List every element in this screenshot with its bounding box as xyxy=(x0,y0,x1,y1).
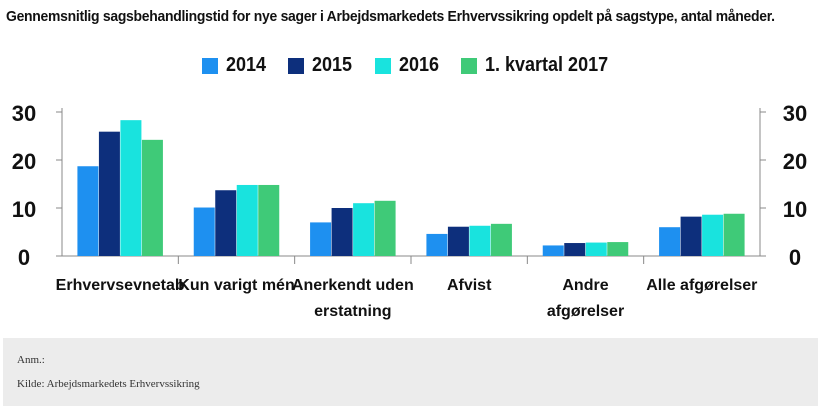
bar xyxy=(564,243,586,256)
y-tick-label-left: 30 xyxy=(12,101,36,126)
bar xyxy=(215,190,237,256)
bar xyxy=(447,226,469,256)
bar xyxy=(98,131,120,256)
chart-legend: 2014 2015 2016 1. kvartal 2017 xyxy=(0,54,824,77)
bar xyxy=(331,208,353,256)
y-tick-label-right: 30 xyxy=(783,101,807,126)
bar xyxy=(680,216,702,256)
x-category-label: Andre xyxy=(562,277,608,294)
footer-note-box: Anm.: Kilde: Arbejdsmarkedets Erhvervssi… xyxy=(3,338,818,406)
x-category-label: erstatning xyxy=(314,303,391,320)
bar xyxy=(353,203,375,256)
legend-label-2017q1: 1. kvartal 2017 xyxy=(485,54,609,76)
bar xyxy=(374,200,396,256)
y-tick-label-left: 0 xyxy=(18,245,30,270)
legend-item-2014: 2014 xyxy=(201,54,271,77)
y-tick-label-left: 10 xyxy=(12,197,36,222)
bar xyxy=(723,213,745,256)
bar xyxy=(469,225,491,256)
footer-source: Kilde: Arbejdsmarkedets Erhvervssikring xyxy=(17,378,200,390)
bar xyxy=(702,214,724,256)
x-category-label: Kun varigt mén xyxy=(178,277,294,294)
bar xyxy=(659,227,681,256)
y-tick-label-right: 20 xyxy=(783,149,807,174)
bar xyxy=(310,222,332,256)
x-category-label: Erhvervsevnetab xyxy=(56,277,185,294)
legend-swatch-2015 xyxy=(288,57,305,74)
legend-swatch-2016 xyxy=(374,57,391,74)
legend-swatch-2014 xyxy=(201,57,218,74)
footer-note: Anm.: xyxy=(17,354,45,366)
bar xyxy=(120,120,142,256)
y-tick-label-right: 10 xyxy=(783,197,807,222)
bar xyxy=(258,184,280,256)
bar xyxy=(585,242,607,256)
bar xyxy=(426,233,448,256)
bar xyxy=(193,207,215,256)
bar xyxy=(490,223,512,256)
chart-title: Gennemsnitlig sagsbehandlingstid for nye… xyxy=(6,8,775,25)
bar xyxy=(236,184,258,256)
legend-item-2017q1: 1. kvartal 2017 xyxy=(461,54,622,77)
bar xyxy=(77,166,99,256)
legend-item-2016: 2016 xyxy=(374,54,444,77)
legend-label-2015: 2015 xyxy=(312,54,353,76)
legend-label-2016: 2016 xyxy=(398,54,439,76)
bar xyxy=(607,242,629,256)
bar xyxy=(542,245,564,256)
bar xyxy=(141,139,163,256)
legend-item-2015: 2015 xyxy=(288,54,357,77)
x-category-label: Afvist xyxy=(447,277,492,294)
y-tick-label-right: 0 xyxy=(789,245,801,270)
y-tick-label-left: 20 xyxy=(12,149,36,174)
x-category-label: Anerkendt uden xyxy=(292,277,414,294)
legend-swatch-2017q1 xyxy=(461,57,478,74)
legend-label-2014: 2014 xyxy=(225,54,266,76)
x-category-label: afgørelser xyxy=(547,303,624,320)
x-category-label: Alle afgørelser xyxy=(646,277,757,294)
